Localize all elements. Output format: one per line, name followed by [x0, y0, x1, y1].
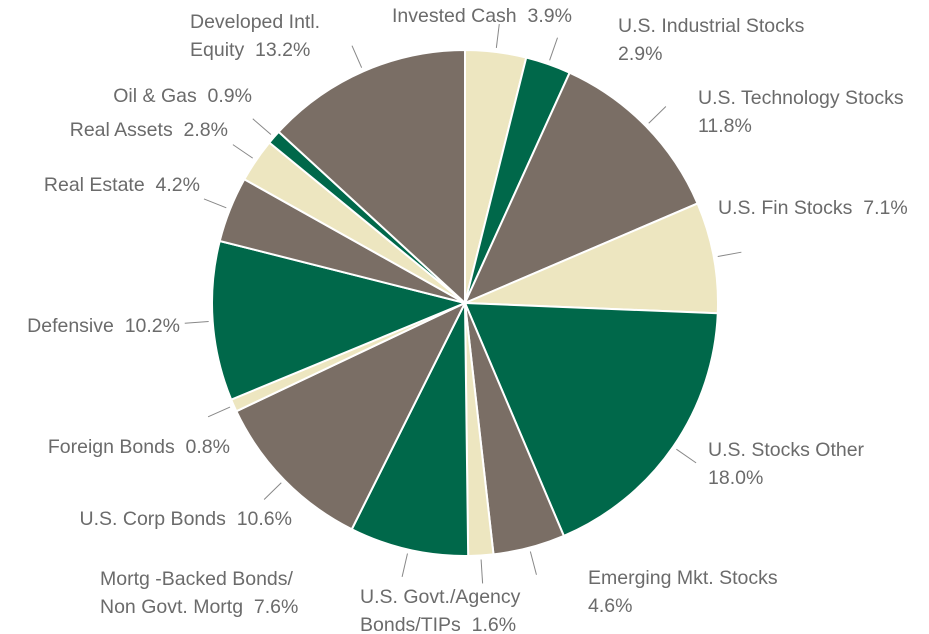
slice-label: U.S. Stocks Other 18.0%	[708, 436, 864, 492]
slice-label: Oil & Gas 0.9%	[113, 82, 252, 110]
category-label: Real Estate	[43, 174, 145, 196]
value-label: 10.2%	[124, 315, 180, 337]
slice-label: Invested Cash 3.9%	[392, 2, 572, 30]
leader-line	[676, 448, 697, 464]
value-label: 7.1%	[863, 197, 908, 219]
value-label: 1.6%	[471, 614, 517, 634]
pie-slice	[277, 48, 466, 306]
leader-line	[184, 321, 209, 324]
pie-slice	[464, 202, 719, 315]
value-label: 4.6%	[588, 595, 633, 617]
category-label: Mortg -Backed Bonds/ Non Govt. Mortg	[100, 568, 293, 618]
category-label: Developed Intl. Equity	[190, 11, 321, 61]
leader-line	[648, 106, 667, 124]
leader-line	[401, 553, 408, 577]
leader-line	[717, 251, 742, 258]
leader-line	[549, 37, 558, 61]
value-label: 0.8%	[185, 436, 230, 458]
leader-line	[529, 551, 537, 575]
leader-line	[207, 406, 231, 418]
slice-label: U.S. Industrial Stocks 2.9%	[618, 12, 804, 68]
category-label: U.S. Technology Stocks	[698, 87, 904, 109]
value-label: 4.2%	[155, 174, 200, 196]
pie-slice	[463, 301, 719, 538]
value-label: 7.6%	[253, 596, 299, 618]
leader-line	[480, 559, 484, 584]
slice-label: Real Assets 2.8%	[70, 116, 228, 144]
category-label: Defensive	[27, 315, 114, 337]
slice-label: U.S. Fin Stocks 7.1%	[718, 194, 908, 222]
value-label: 10.6%	[236, 508, 292, 530]
slice-label: U.S. Technology Stocks 11.8%	[698, 84, 904, 140]
category-label: Foreign Bonds	[47, 436, 175, 458]
category-label: Real Assets	[69, 119, 173, 141]
slice-label: Developed Intl. Equity 13.2%	[190, 8, 320, 64]
pie-slice	[350, 302, 470, 557]
category-label: U.S. Fin Stocks	[718, 197, 853, 219]
value-label: 13.2%	[255, 39, 311, 61]
slice-label: U.S. Corp Bonds 10.6%	[80, 505, 292, 533]
slice-label: Defensive 10.2%	[27, 312, 180, 340]
leader-line	[495, 24, 500, 48]
category-label: U.S. Stocks Other	[708, 439, 865, 461]
value-label: 18.0%	[708, 467, 764, 489]
category-label: Invested Cash	[392, 5, 517, 27]
leader-line	[252, 118, 272, 135]
pie-slice	[234, 300, 468, 531]
slice-label: Mortg -Backed Bonds/ Non Govt. Mortg 7.6…	[100, 565, 298, 621]
leader-line	[351, 45, 363, 68]
pie-slice	[211, 239, 469, 401]
category-label: U.S. Industrial Stocks	[618, 15, 805, 37]
pie-slice	[463, 71, 699, 305]
leader-line	[203, 198, 227, 209]
slice-label: U.S. Govt./Agency Bonds/TIPs 1.6%	[360, 583, 520, 634]
leader-line	[263, 482, 282, 500]
category-label: Oil & Gas	[113, 85, 197, 107]
value-label: 0.9%	[207, 85, 252, 107]
value-label: 2.8%	[183, 119, 228, 141]
value-label: 11.8%	[698, 115, 752, 137]
slice-label: Emerging Mkt. Stocks 4.6%	[588, 564, 778, 620]
leader-line	[232, 144, 254, 159]
category-label: Emerging Mkt. Stocks	[588, 567, 778, 589]
value-label: 3.9%	[527, 5, 572, 27]
category-label: U.S. Govt./Agency Bonds/TIPs	[360, 586, 521, 634]
slice-label: Foreign Bonds 0.8%	[48, 433, 230, 461]
category-label: U.S. Corp Bonds	[79, 508, 226, 530]
value-label: 2.9%	[618, 43, 663, 65]
slice-label: Real Estate 4.2%	[44, 171, 200, 199]
